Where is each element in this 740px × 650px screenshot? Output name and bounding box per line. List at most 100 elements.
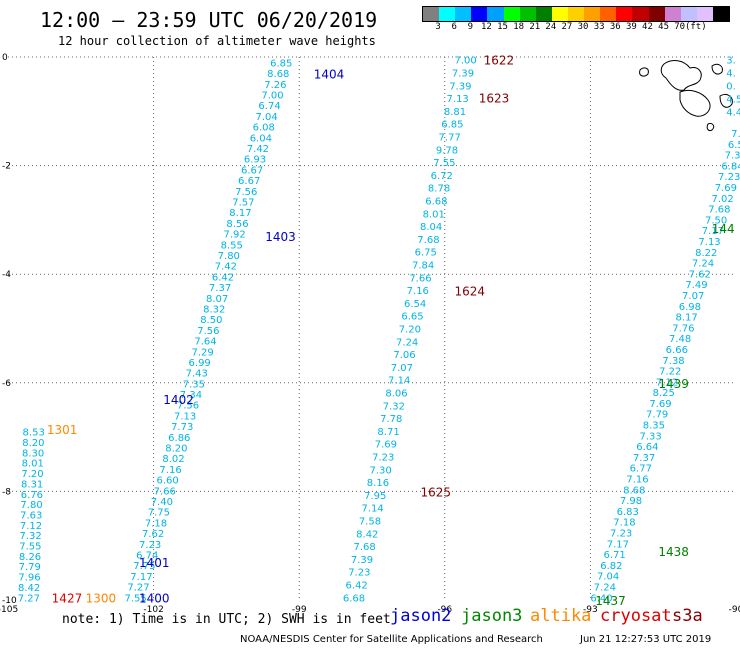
color-swatch (519, 7, 536, 21)
y-tick-label: -8 (2, 487, 11, 497)
wave-height-value: 7.39 (452, 69, 474, 80)
wave-height-value: 6.58 (728, 140, 740, 151)
wave-height-value: 7.12 (20, 521, 42, 532)
wave-height-value: 7.95 (364, 491, 386, 502)
wave-height-value: 6.74 (258, 101, 280, 112)
wave-height-value: 7.56 (177, 401, 199, 412)
pass-number-label: 1402 (163, 393, 194, 407)
wave-height-value: 7.42 (215, 262, 237, 273)
wave-height-value: 7.23 (610, 529, 632, 540)
wave-height-value: 6.84 (721, 161, 740, 172)
color-scale-label: 15 (497, 22, 508, 32)
color-scale-label: 42 (642, 22, 653, 32)
color-swatch (503, 7, 520, 21)
wave-height-value: 8.78 (428, 184, 450, 195)
wave-height-value: 7.69 (375, 440, 397, 451)
satellite-s3a: s3a (672, 606, 703, 626)
wave-height-value: 6.99 (189, 358, 211, 369)
wave-height-value: 7.39 (449, 81, 471, 92)
wave-height-value: 7.16 (407, 286, 429, 297)
map-grid (8, 56, 736, 600)
wave-height-value: 7.17 (130, 572, 152, 583)
wave-height-value: 8.71 (377, 427, 399, 438)
wave-height-value: 6.72 (431, 171, 453, 182)
wave-height-value: 6.40 (590, 593, 612, 604)
wave-height-value: 0. (726, 82, 736, 93)
pass-number-label: 1301 (47, 423, 78, 437)
color-scale-label: 70 (674, 22, 686, 32)
wave-height-value: 6.68 (343, 593, 365, 604)
wave-height-value: 6.42 (212, 272, 234, 283)
pass-number-label: 1401 (139, 556, 170, 570)
axis-tick-labels: -105 -102 -99 -96 -93 -90 0 -2 -4 -6 -8 -10 (0, 53, 740, 615)
wave-height-value: 7.38 (662, 356, 684, 367)
island-outline (719, 93, 733, 108)
wave-height-value: 7.48 (669, 334, 691, 345)
color-swatch (471, 7, 488, 21)
wave-height-value: 6.74 (136, 550, 158, 561)
wave-height-value: 6.66 (666, 345, 688, 356)
wave-height-value: 7.69 (649, 399, 671, 410)
color-swatch (616, 7, 633, 21)
wave-height-value: 7.04 (597, 572, 619, 583)
color-scale-label: 30 (577, 22, 589, 32)
wave-height-value: 8.16 (367, 478, 389, 489)
x-tick-label: -105 (0, 605, 18, 615)
generation-timestamp: Jun 21 12:27:53 UTC 2019 (580, 634, 712, 645)
wave-height-value: 7.23 (139, 540, 161, 551)
color-swatch (567, 7, 585, 21)
y-tick-label: -10 (2, 596, 17, 606)
pass-number-label: 1300 (86, 591, 117, 605)
island-outline (706, 123, 715, 131)
wave-height-value: 6.67 (238, 176, 260, 187)
wave-height-value: 4.5 (726, 94, 740, 105)
color-swatch (455, 7, 472, 21)
wave-height-value: 8.01 (22, 459, 44, 470)
altimeter-tracks: 6.858.687.267.006.747.046.086.047.426.93… (18, 56, 740, 605)
wave-height-value: 8.32 (203, 304, 225, 315)
wave-height-value: 7.79 (19, 562, 41, 573)
wave-height-value: 7.66 (154, 486, 176, 497)
color-swatch (680, 7, 697, 21)
wave-height-value: 8.53 (23, 428, 45, 439)
wave-height-value: 7.55 (19, 542, 41, 553)
wave-height-value: 7.56 (235, 187, 257, 198)
wave-height-value: 6.54 (404, 299, 426, 310)
wave-height-value: 7.49 (685, 280, 707, 291)
wave-height-value: 8.25 (653, 388, 675, 399)
wave-height-value: 8.55 (221, 240, 243, 251)
color-swatch (551, 7, 568, 21)
wave-height-value: 8.04 (420, 222, 442, 233)
pass-number-label: 1437 (595, 594, 626, 608)
island-outline (711, 63, 723, 75)
wave-height-value: 7.75 (133, 561, 155, 572)
wave-height-value: 8.17 (229, 208, 251, 219)
wave-height-value: 7.30 (369, 465, 391, 476)
wave-height-value: 6.83 (617, 507, 639, 518)
color-scale-label: 45 (658, 22, 669, 32)
wave-height-value: 7.27 (18, 593, 40, 604)
color-scale-label: (ft) (684, 22, 707, 32)
wave-height-value: 7.24 (692, 259, 714, 270)
wave-height-value: 7.17 (702, 226, 724, 237)
wave-height-value: 7.78 (380, 414, 402, 425)
wave-height-value: 7.06 (393, 350, 415, 361)
wave-height-value: 7.76 (672, 323, 694, 334)
wave-height-value: 7.07 (391, 363, 413, 374)
wave-height-value: 7.32 (383, 401, 405, 412)
wave-height-value: 8.30 (22, 448, 44, 459)
wave-height-value: 7.69 (715, 183, 737, 194)
pass-number-label: 1625 (421, 485, 452, 499)
wave-height-value: 7.37 (725, 151, 740, 162)
pass-number-label: 1623 (479, 92, 510, 106)
page-subtitle: 12 hour collection of altimeter wave hei… (58, 34, 376, 48)
wave-height-value: 7.17 (607, 539, 629, 550)
wave-height-value: 3. (726, 56, 736, 67)
wave-height-value: 7.62 (142, 529, 164, 540)
wave-height-value: 8.26 (19, 552, 41, 563)
wave-height-value: 8.02 (162, 454, 184, 465)
wave-height-value: 7.84 (412, 261, 434, 272)
wave-height-value: 7.16 (159, 465, 181, 476)
wave-height-value: 7.68 (417, 235, 439, 246)
wave-height-value: 6.08 (253, 123, 275, 134)
